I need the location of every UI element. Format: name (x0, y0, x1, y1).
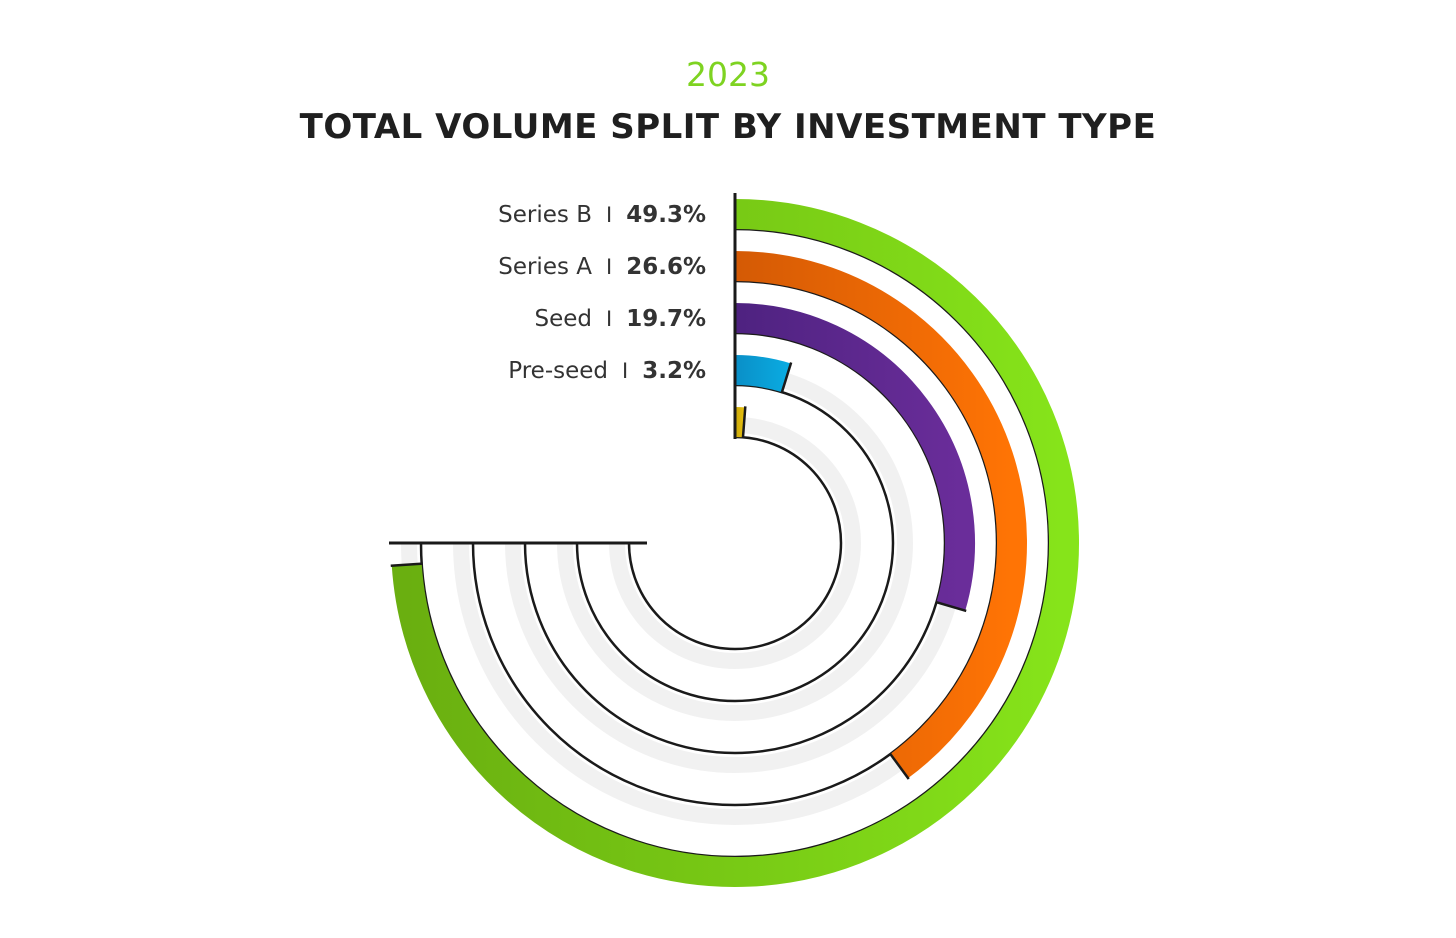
bar-series-a (735, 251, 1027, 779)
bar-series-b (391, 199, 1079, 887)
series-label-separator: I (606, 203, 612, 227)
series-label-separator: I (622, 359, 628, 383)
track-ring (627, 435, 843, 651)
track-ring (419, 227, 1051, 859)
bar-seed (735, 303, 975, 611)
series-label-separator: I (606, 255, 612, 279)
series-label-name: Series A (498, 254, 592, 280)
series-label-name: Series B (498, 202, 592, 228)
series-label-value: 26.6% (626, 254, 706, 280)
bar-end-ticks (390, 362, 967, 780)
bar-end-tick (390, 562, 423, 567)
bar-pre-seed (734, 355, 791, 393)
track-ring (523, 331, 947, 755)
series-label-value: 49.3% (626, 202, 706, 228)
series-labels: Series B I 49.3% Series A I 26.6% Seed I 19.7% Pr… (498, 202, 706, 384)
value-bars (391, 199, 1079, 887)
series-label: Series A I 26.6% (498, 254, 706, 280)
track-shadow (609, 417, 861, 669)
series-label: Series B I 49.3% (498, 202, 706, 228)
series-label: Pre-seed I 3.2% (508, 358, 706, 384)
series-label-value: 3.2% (642, 358, 706, 384)
chart-title: TOTAL VOLUME SPLIT BY INVESTMENT TYPE (300, 107, 1157, 147)
bar-end-tick (935, 600, 967, 613)
chart-subtitle: 2023 (686, 55, 770, 94)
series-label-name: Seed (535, 306, 593, 332)
series-label: Seed I 19.7% (535, 306, 707, 332)
series-label-value: 19.7% (626, 306, 706, 332)
track-ring (575, 383, 895, 703)
series-label-separator: I (606, 307, 612, 331)
bar-end-tick (888, 752, 910, 780)
bar-end-tick (741, 406, 747, 439)
series-label-name: Pre-seed (508, 358, 608, 384)
track-shadow (557, 365, 913, 721)
bar-end-tick (780, 362, 793, 394)
track-ring (471, 279, 999, 807)
track-rings (419, 227, 1051, 859)
